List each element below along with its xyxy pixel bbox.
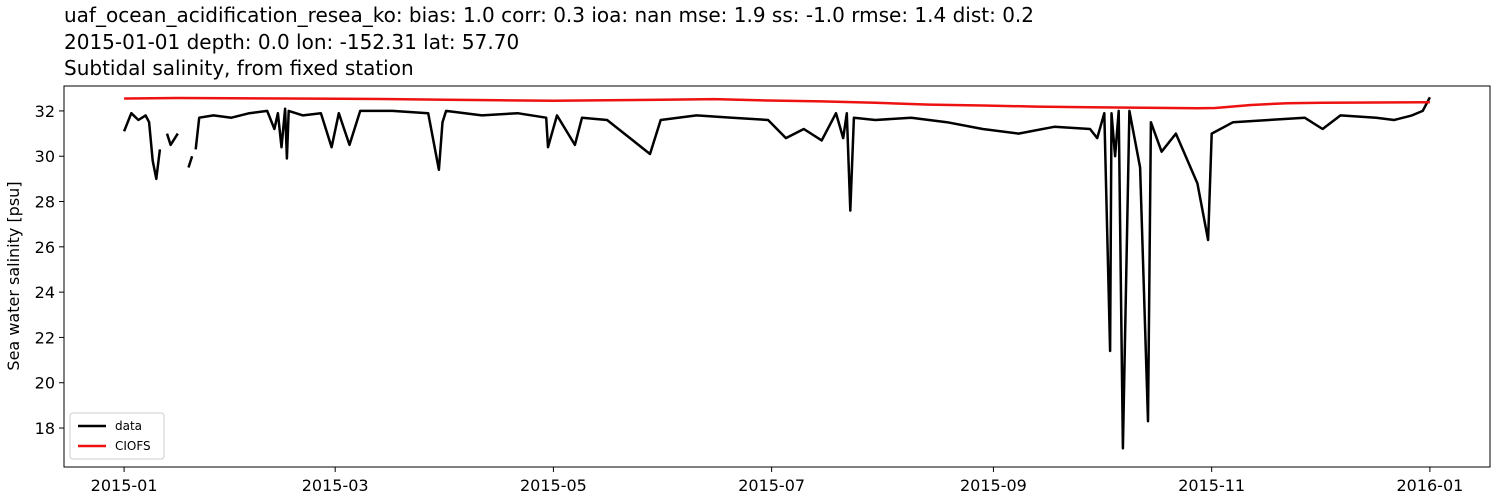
x-tick-label: 2015-11 — [1178, 476, 1245, 495]
y-tick-label: 32 — [35, 102, 55, 121]
chart-title: uaf_ocean_acidification_resea_ko: bias: … — [64, 3, 1034, 27]
y-tick-label: 20 — [35, 374, 55, 393]
series-line — [124, 96, 1430, 110]
y-tick-label: 30 — [35, 147, 55, 166]
plot-frame — [63, 85, 1491, 468]
x-tick-label: 2015-05 — [520, 476, 587, 495]
y-tick-label: 18 — [35, 419, 55, 438]
x-tick-label: 2015-07 — [738, 476, 805, 495]
legend-box — [69, 412, 165, 460]
legend-label: data — [115, 419, 142, 433]
x-tick-label: 2015-03 — [302, 476, 369, 495]
x-tick-label: 2015-01 — [91, 476, 158, 495]
y-axis-label: Sea water salinity [psu] — [4, 181, 23, 370]
chart-subtitle: 2015-01-01 depth: 0.0 lon: -152.31 lat: … — [64, 30, 519, 54]
y-tick-label: 22 — [35, 328, 55, 347]
x-tick-label: 2015-09 — [960, 476, 1027, 495]
legend-label: CIOFS — [115, 439, 151, 453]
y-tick-label: 28 — [35, 193, 55, 212]
chart-subtitle: Subtidal salinity, from fixed station — [64, 56, 414, 80]
y-tick-label: 26 — [35, 238, 55, 257]
x-tick-label: 2016-01 — [1396, 476, 1463, 495]
series-line — [122, 96, 1432, 450]
y-tick-label: 24 — [35, 283, 55, 302]
